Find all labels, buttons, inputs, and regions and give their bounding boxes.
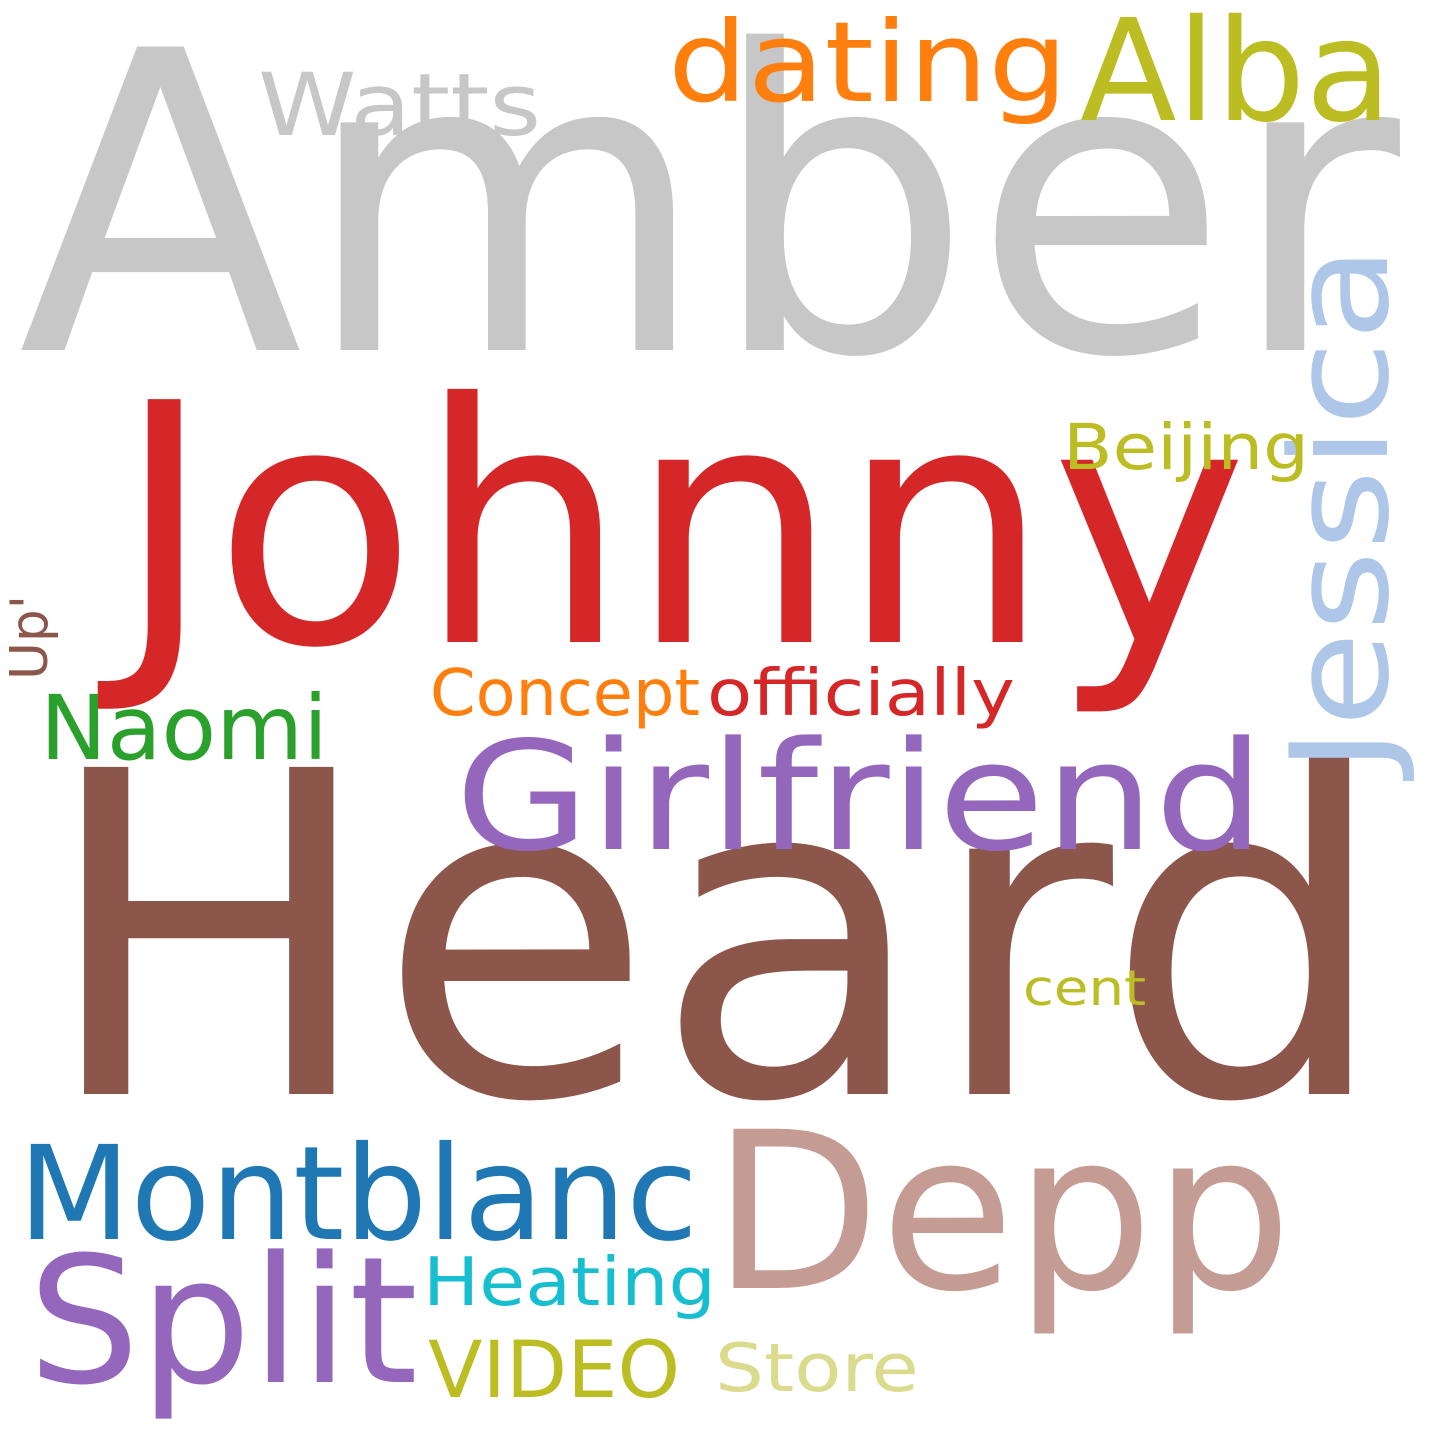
word-watts: Watts (258, 55, 542, 156)
word-officially: officially (707, 656, 1015, 732)
word-girlfriend: Girlfriend (455, 708, 1265, 885)
word-depp: Depp (712, 1085, 1292, 1341)
word-up: Up' (0, 595, 60, 680)
word-concept: Concept (430, 656, 700, 732)
word-jessica: Jessica (1260, 245, 1419, 773)
word-dating: dating (668, 0, 1068, 128)
word-cent: cent (1023, 960, 1147, 1018)
word-johnny: Johnny (115, 333, 1248, 722)
word-heating: Heating (423, 1242, 717, 1321)
word-beijing: Beijing (1063, 411, 1310, 485)
word-heard: Heard (40, 677, 1390, 1201)
word-video: VIDEO (428, 1325, 681, 1417)
word-store: Store (715, 1328, 919, 1407)
word-amber: Amber (18, 0, 1400, 449)
word-alba: Alba (1080, 0, 1392, 154)
word-montblanc: Montblanc (18, 1117, 698, 1270)
word-split: Split (28, 1219, 418, 1424)
word-naomi: Naomi (40, 677, 328, 782)
